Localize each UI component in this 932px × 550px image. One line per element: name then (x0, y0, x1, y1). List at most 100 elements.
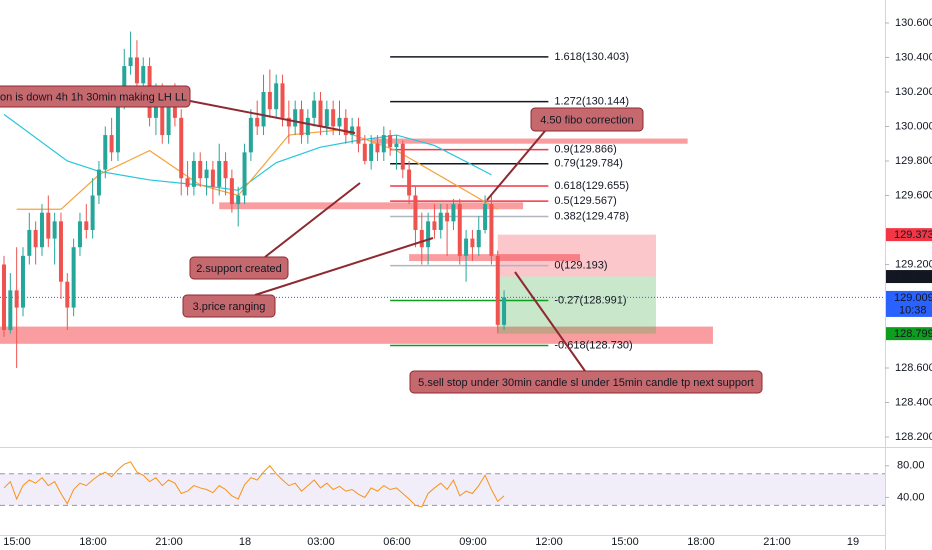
price-tag (886, 327, 932, 341)
rsi-band (0, 473, 885, 506)
candle-body (103, 135, 108, 170)
candle-body (407, 169, 412, 196)
candle-body (457, 204, 462, 256)
y-tick-label: 130.400 (895, 51, 932, 63)
fib-label: 1.618(130.403) (554, 51, 629, 63)
zone (371, 138, 688, 144)
countdown: 10:38 (899, 304, 927, 316)
candle-body (280, 83, 285, 118)
callout-box (530, 107, 644, 132)
candle-body (96, 169, 101, 196)
candle-body (432, 221, 437, 230)
price-tag (886, 270, 932, 284)
candle-body (362, 143, 367, 161)
callout-box (182, 294, 276, 318)
candle-body (489, 204, 494, 256)
price-tag (886, 228, 932, 242)
price-tag (886, 290, 932, 317)
candle-body (141, 66, 146, 84)
candle-body (343, 117, 348, 136)
candle-body (324, 109, 329, 127)
price-tag-label: 128.799 (894, 328, 932, 340)
y-tick-label: 130.200 (895, 86, 932, 98)
candle-body (236, 195, 241, 205)
candle-body (77, 221, 82, 248)
price-pane: 1.618(130.403) 1.272(130.144) 0.9(129.866)… (0, 31, 885, 394)
y-tick-label: 129.200 (895, 258, 932, 270)
candle-body (356, 126, 361, 144)
price-tag-label: 129.373 (894, 229, 932, 241)
candle-body (318, 100, 323, 127)
candle-body (204, 169, 209, 179)
candle-body (179, 117, 184, 179)
candle-body (274, 83, 279, 110)
candle-body (172, 100, 177, 118)
candle-body (426, 221, 431, 248)
y-tick-label: 128.200 (895, 431, 932, 443)
candle-body (39, 212, 44, 248)
x-tick-label: 12:00 (535, 536, 563, 548)
x-tick-label: 18:00 (687, 536, 715, 548)
candle-body (223, 160, 228, 179)
candle-body (388, 135, 393, 148)
x-tick-label: 19 (847, 536, 859, 548)
candle-body (419, 229, 424, 248)
candle-body (191, 160, 196, 187)
callout-text: 2.support created (196, 263, 282, 275)
candle-body (198, 160, 203, 179)
position-risk (497, 234, 656, 277)
candle-body (122, 66, 127, 101)
candle-body (217, 160, 222, 187)
fib-label: 0(129.193) (554, 260, 607, 272)
candle-body (248, 117, 253, 153)
fib-label: 0.618(129.655) (554, 180, 629, 192)
callout-text: 3.price ranging (193, 301, 266, 313)
candle-body (46, 212, 51, 239)
candle-body (255, 117, 260, 127)
candle-body (20, 255, 25, 308)
rsi-y-tick-label: 40.00 (897, 491, 925, 503)
y-tick-label: 128.600 (895, 362, 932, 374)
x-tick-label: 15:00 (611, 536, 639, 548)
rsi-line (3, 461, 505, 508)
candle-body (90, 195, 95, 230)
candle-body (502, 297, 507, 325)
price-tag-label: 129.130 (894, 271, 932, 283)
candle-body (210, 169, 215, 187)
candle-body (2, 264, 6, 331)
candle-body (312, 100, 317, 118)
candle-body (375, 143, 380, 153)
price-tag-label: 129.009 (894, 292, 932, 304)
x-tick-label: 06:00 (383, 536, 411, 548)
candle-body (451, 204, 456, 222)
x-tick-label: 03:00 (307, 536, 335, 548)
callout-pointer (184, 99, 356, 134)
candle-body (495, 255, 500, 325)
fib-label: 1.272(130.144) (554, 96, 629, 108)
fib-label: 0.79(129.784) (554, 158, 623, 170)
candle-body (229, 178, 234, 205)
candle-body (400, 143, 405, 170)
candle-body (185, 178, 190, 187)
callout-pointer (486, 130, 546, 201)
y-tick-label: 130.000 (895, 120, 932, 132)
candle-body (438, 212, 443, 230)
zone (409, 254, 581, 262)
candle-body (369, 143, 374, 161)
candle-body (394, 143, 399, 148)
fib-label: -0.618(128.730) (554, 339, 632, 351)
x-tick-label: 15:00 (3, 536, 31, 548)
y-tick-label: 129.800 (895, 155, 932, 167)
candle-body (84, 221, 89, 230)
candle-body (58, 221, 63, 282)
candle-body (134, 57, 139, 84)
callout-pointer (514, 271, 586, 372)
candle-body (52, 221, 57, 239)
candle-body (381, 135, 386, 153)
candle-body (483, 204, 488, 230)
candle-body (27, 229, 32, 256)
zone (0, 326, 713, 344)
candle-body (261, 91, 266, 127)
candle-body (242, 152, 247, 196)
candle-body (166, 100, 171, 136)
